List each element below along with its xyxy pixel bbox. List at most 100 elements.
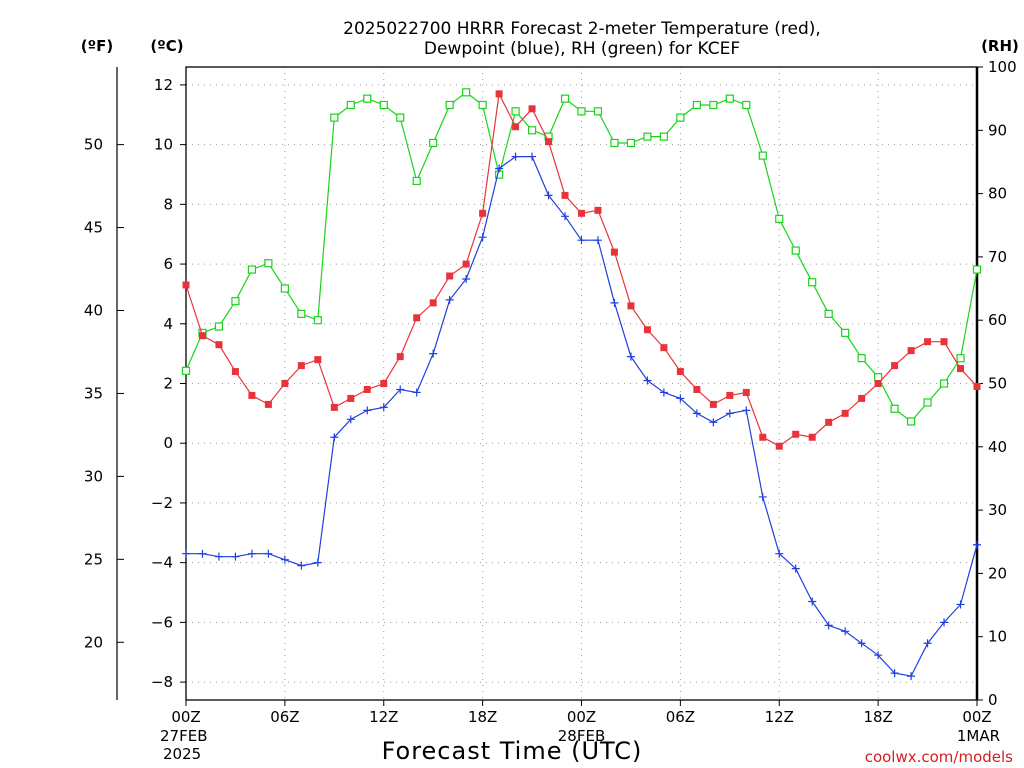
rh-point bbox=[379, 100, 388, 110]
temperature-point bbox=[643, 326, 651, 334]
dewpoint-point bbox=[808, 597, 817, 606]
rh-point bbox=[725, 94, 734, 103]
temperature-point bbox=[248, 391, 256, 399]
rh-point bbox=[956, 354, 965, 363]
dewpoint-point bbox=[182, 549, 190, 558]
dewpoint-point bbox=[379, 403, 388, 412]
rh-series bbox=[181, 88, 982, 426]
rh-point bbox=[676, 113, 685, 122]
temperature-point bbox=[396, 353, 404, 361]
temperature-point bbox=[198, 332, 206, 340]
rh-point bbox=[874, 373, 883, 382]
temperature-point bbox=[561, 191, 569, 199]
rh-point bbox=[247, 265, 257, 274]
rh-tick-label: 90 bbox=[988, 121, 1007, 139]
rh-point bbox=[939, 379, 949, 388]
celsius-tick-label: 0 bbox=[163, 434, 173, 452]
date-tick-label: 28FEB bbox=[558, 727, 605, 745]
temperature-point bbox=[594, 206, 602, 214]
fahrenheit-tick-label: 20 bbox=[84, 633, 103, 651]
temperature-point bbox=[363, 385, 371, 393]
temperature-point bbox=[726, 391, 734, 399]
rh-point bbox=[709, 100, 718, 110]
dewpoint-point bbox=[643, 376, 652, 385]
date-tick-label: 27FEB bbox=[160, 727, 207, 745]
celsius-tick-label: −8 bbox=[151, 673, 173, 691]
dewpoint-series bbox=[182, 152, 981, 681]
rh-point bbox=[972, 265, 982, 274]
time-tick-label: 00Z bbox=[962, 708, 991, 726]
temperature-point bbox=[627, 302, 635, 310]
rh-point bbox=[742, 100, 751, 110]
dewpoint-point bbox=[709, 418, 718, 427]
temperature-point bbox=[940, 338, 948, 346]
rh-point bbox=[577, 107, 586, 116]
rh-point bbox=[906, 417, 916, 426]
rh-point bbox=[478, 100, 487, 110]
dewpoint-point bbox=[280, 555, 289, 564]
time-tick-label: 12Z bbox=[765, 708, 794, 726]
dewpoint-point bbox=[577, 236, 586, 245]
dewpoint-point bbox=[956, 600, 965, 609]
grid-lines bbox=[186, 67, 977, 700]
temperature-point bbox=[676, 368, 684, 376]
rh-point bbox=[527, 126, 537, 135]
credit-link[interactable]: coolwx.com/models bbox=[865, 748, 1013, 766]
dewpoint-point bbox=[841, 627, 850, 636]
dewpoint-point bbox=[907, 672, 916, 681]
temperature-point bbox=[825, 418, 833, 426]
temperature-point bbox=[314, 356, 322, 364]
temperature-point bbox=[495, 90, 503, 98]
temperature-point bbox=[281, 380, 289, 387]
rh-point bbox=[923, 398, 932, 407]
dewpoint-point bbox=[462, 274, 471, 283]
temperature-point bbox=[742, 388, 750, 396]
celsius-tick-label: 8 bbox=[163, 195, 173, 213]
rh-point bbox=[346, 100, 355, 110]
dewpoint-point bbox=[429, 349, 438, 358]
celsius-unit-label: (ºC) bbox=[150, 37, 183, 55]
temperature-point bbox=[874, 380, 882, 387]
time-tick-label: 18Z bbox=[863, 708, 892, 726]
dewpoint-point bbox=[610, 298, 619, 307]
dewpoint-point bbox=[692, 409, 701, 418]
time-tick-label: 12Z bbox=[369, 708, 398, 726]
rh-point bbox=[214, 322, 224, 331]
rh-point bbox=[857, 354, 866, 363]
rh-point bbox=[445, 100, 454, 110]
dewpoint-point bbox=[297, 561, 306, 570]
dewpoint-point bbox=[445, 295, 454, 304]
dewpoint-point bbox=[478, 233, 487, 242]
date-tick-label: 1MAR bbox=[957, 727, 1000, 745]
temperature-point bbox=[413, 314, 421, 322]
rh-point bbox=[791, 246, 800, 255]
temperature-point bbox=[264, 400, 272, 408]
rh-point bbox=[330, 113, 339, 122]
rh-tick-label: 10 bbox=[988, 628, 1007, 646]
celsius-tick-labels: 12 10 8 6 4 2 0 −2 −4 −6 −8 bbox=[151, 76, 186, 691]
dewpoint-point bbox=[346, 415, 355, 424]
dewpoint-point bbox=[775, 549, 784, 558]
dewpoint-point bbox=[659, 388, 668, 397]
time-tick-label: 00Z bbox=[171, 708, 200, 726]
dewpoint-point bbox=[940, 618, 949, 627]
temperature-point bbox=[528, 105, 536, 113]
dewpoint-point bbox=[791, 564, 800, 573]
rh-line bbox=[185, 91, 978, 423]
temperature-point bbox=[479, 209, 487, 217]
temperature-point bbox=[660, 344, 668, 352]
temperature-point bbox=[182, 281, 190, 289]
rh-tick-label: 30 bbox=[988, 501, 1007, 519]
rh-point bbox=[264, 259, 273, 268]
fahrenheit-tick-label: 45 bbox=[84, 219, 103, 237]
rh-point bbox=[775, 214, 784, 224]
temperature-point bbox=[973, 382, 981, 390]
temperature-point bbox=[907, 347, 915, 355]
dewpoint-point bbox=[396, 385, 405, 394]
temperature-point bbox=[347, 394, 355, 402]
temperature-point bbox=[841, 409, 849, 417]
celsius-tick-label: 10 bbox=[154, 136, 173, 154]
time-tick-label: 18Z bbox=[468, 708, 497, 726]
